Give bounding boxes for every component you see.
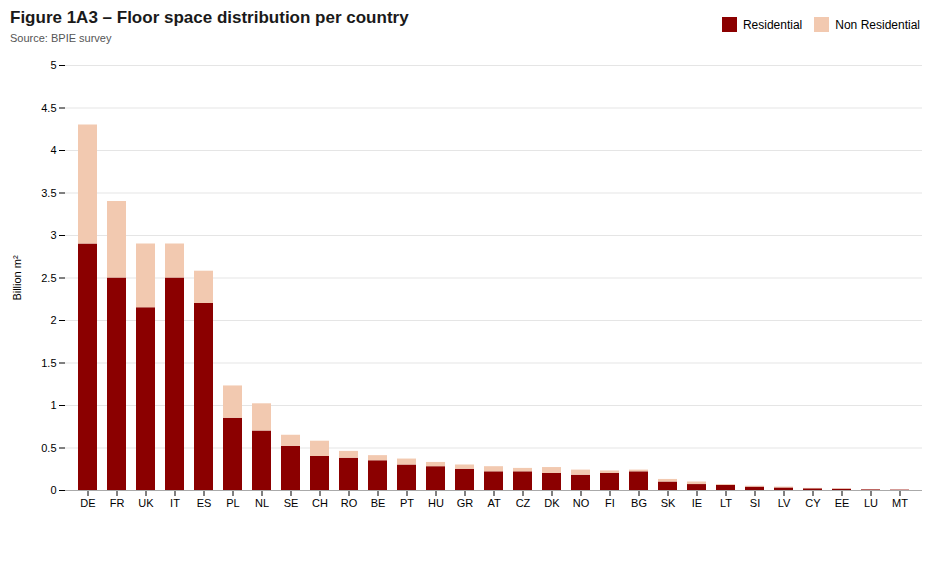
svg-text:IT: IT bbox=[170, 497, 180, 509]
svg-text:NL: NL bbox=[255, 497, 269, 509]
svg-text:NO: NO bbox=[573, 497, 590, 509]
svg-text:IE: IE bbox=[692, 497, 702, 509]
svg-text:CZ: CZ bbox=[516, 497, 531, 509]
svg-text:ES: ES bbox=[197, 497, 212, 509]
svg-text:LV: LV bbox=[778, 497, 791, 509]
svg-text:LT: LT bbox=[720, 497, 732, 509]
svg-text:FR: FR bbox=[110, 497, 125, 509]
html-text:Source: BPIE survey: Source: BPIE survey bbox=[10, 32, 112, 44]
svg-text:3.5: 3.5 bbox=[41, 187, 56, 199]
html-text:Non Residential: Non Residential bbox=[835, 17, 920, 32]
svg-text:CH: CH bbox=[312, 497, 328, 509]
svg-text:0.5: 0.5 bbox=[41, 442, 56, 454]
svg-text:5: 5 bbox=[50, 59, 56, 71]
svg-text:1: 1 bbox=[50, 399, 56, 411]
html-text:Figure 1A3 – Floor space distr: Figure 1A3 – Floor space distribution pe… bbox=[10, 8, 409, 27]
svg-text:UK: UK bbox=[138, 497, 154, 509]
html-text:Residential: Residential bbox=[742, 17, 803, 32]
svg-text:PL: PL bbox=[226, 497, 239, 509]
svg-text:LU: LU bbox=[864, 497, 878, 509]
svg-text:AT: AT bbox=[487, 497, 501, 509]
svg-text:SI: SI bbox=[750, 497, 760, 509]
svg-text:3: 3 bbox=[50, 229, 56, 241]
svg-text:HU: HU bbox=[428, 497, 444, 509]
svg-text:DE: DE bbox=[80, 497, 95, 509]
svg-text:4.5: 4.5 bbox=[41, 102, 56, 114]
svg-text:2.5: 2.5 bbox=[41, 272, 56, 284]
svg-text:SE: SE bbox=[284, 497, 299, 509]
svg-text:CY: CY bbox=[805, 497, 821, 509]
svg-text:DK: DK bbox=[544, 497, 560, 509]
svg-text:4: 4 bbox=[50, 144, 56, 156]
svg-text:SK: SK bbox=[661, 497, 676, 509]
svg-text:FI: FI bbox=[605, 497, 615, 509]
svg-text:BE: BE bbox=[371, 497, 386, 509]
svg-text:PT: PT bbox=[400, 497, 414, 509]
svg-text:2: 2 bbox=[50, 314, 56, 326]
svg-text:0: 0 bbox=[50, 484, 56, 496]
svg-text:RO: RO bbox=[341, 497, 358, 509]
svg-text:GR: GR bbox=[457, 497, 474, 509]
svg-text:Billion m²: Billion m² bbox=[11, 255, 23, 301]
svg-text:1.5: 1.5 bbox=[41, 357, 56, 369]
svg-text:BG: BG bbox=[631, 497, 647, 509]
svg-text:MT: MT bbox=[892, 497, 908, 509]
svg-text:EE: EE bbox=[835, 497, 850, 509]
